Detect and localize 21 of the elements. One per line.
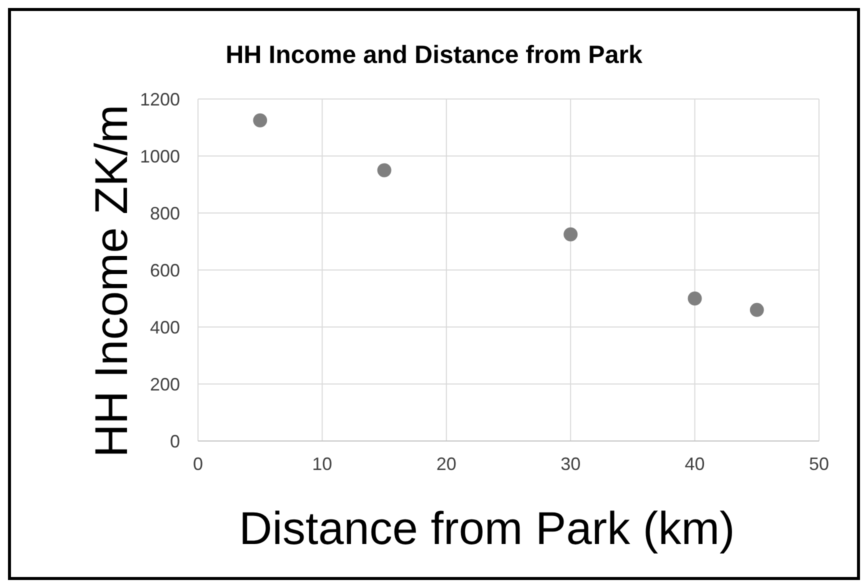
y-tick-label: 1200 bbox=[140, 89, 180, 110]
y-tick-label: 1000 bbox=[140, 146, 180, 166]
x-tick-label: 40 bbox=[684, 454, 705, 474]
x-tick-label: 20 bbox=[436, 454, 456, 474]
y-tick-label: 0 bbox=[170, 431, 180, 452]
y-tick-label: 600 bbox=[150, 260, 180, 280]
x-tick-label: 10 bbox=[312, 454, 332, 474]
point bbox=[377, 163, 392, 178]
y-tick-label: 200 bbox=[150, 374, 180, 394]
point bbox=[750, 302, 764, 317]
point bbox=[688, 292, 702, 306]
x-tick-label: 30 bbox=[560, 454, 581, 474]
chart-title: HH Income and Distance from Park bbox=[224, 41, 644, 70]
x-axis-title: Distance from Park (km) bbox=[239, 501, 735, 555]
y-tick-label: 800 bbox=[150, 203, 180, 224]
x-tick-label: 0 bbox=[192, 454, 204, 474]
point bbox=[564, 227, 578, 242]
y-tick-label: 400 bbox=[150, 317, 180, 338]
x-tick-label: 50 bbox=[808, 454, 830, 474]
y-axis-title: HH Income ZK/m bbox=[84, 104, 138, 458]
point bbox=[253, 113, 268, 128]
